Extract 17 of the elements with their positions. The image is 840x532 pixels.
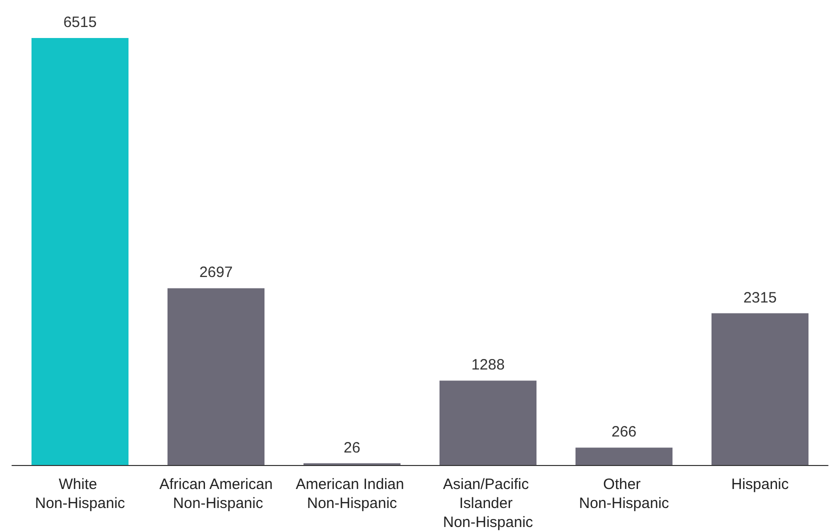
data-label: 6515 <box>63 14 97 31</box>
bar <box>440 380 536 465</box>
data-label: 2697 <box>199 264 233 282</box>
x-tick-label: African American Non-Hispanic <box>159 476 273 512</box>
x-tick-label: Hispanic <box>731 476 790 493</box>
bar <box>712 313 808 465</box>
bar <box>576 448 672 465</box>
data-label: 2315 <box>743 289 777 306</box>
data-label: 266 <box>611 424 637 441</box>
x-tick-label: Asian/Pacific Islander Non-Hispanic <box>442 476 534 531</box>
bar <box>168 288 264 465</box>
bar <box>32 38 128 465</box>
x-tick-label: American Indian Non-Hispanic <box>296 476 408 512</box>
data-label: 26 <box>344 439 360 456</box>
x-tick-label: Other Non-Hispanic <box>578 476 670 512</box>
x-tick-label: White Non-Hispanic <box>34 476 126 512</box>
data-label: 1288 <box>471 356 505 374</box>
